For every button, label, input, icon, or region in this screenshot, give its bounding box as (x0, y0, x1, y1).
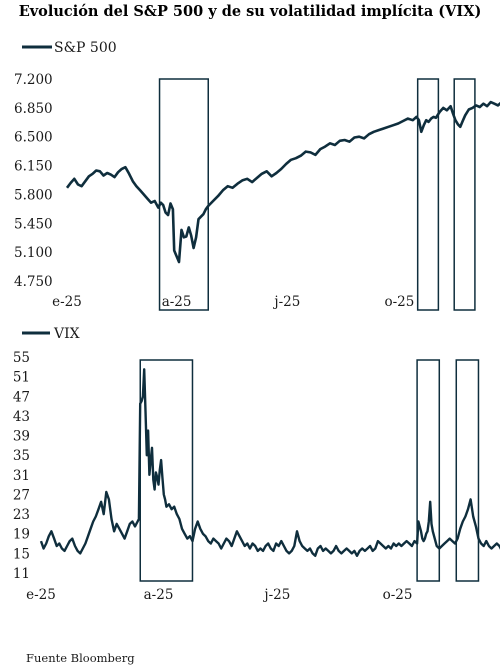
sp-highlight-box (416, 78, 440, 311)
sp-highlight-box (453, 78, 476, 311)
vix-panel: VIX 55 51 47 43 39 35 31 27 23 19 15 11 e-25 a-25 j-2… (13, 326, 500, 603)
sp500-panel: S&P 500 7.200 6.850 6.500 6.150 5.800 5.450 5.… (14, 40, 500, 311)
vix-highlight-box (455, 359, 480, 582)
sp-highlight-box (158, 78, 209, 311)
vix-ytick-label: 43 (13, 409, 30, 425)
vix-series-line (39, 368, 500, 557)
vix-ytick-label: 27 (13, 487, 30, 503)
sp-ytick-label: 4.750 (14, 274, 53, 290)
vix-ytick-label: 15 (13, 546, 30, 562)
vix-ytick-label: 31 (13, 468, 30, 484)
vix-ytick-label: 47 (13, 389, 30, 405)
sp-xtick-label: o-25 (384, 294, 414, 310)
vix-ytick-label: 19 (13, 527, 30, 543)
vix-ytick-label: 35 (13, 448, 30, 464)
sp500-legend-label: S&P 500 (54, 40, 117, 56)
sp-ytick-label: 6.500 (14, 130, 53, 146)
sp-xtick-label: e-25 (52, 294, 82, 310)
vix-ytick-label: 11 (13, 566, 30, 582)
vix-ytick-label: 39 (13, 429, 30, 445)
sp-xtick-label: j-25 (272, 294, 300, 310)
vix-xtick-label: j-25 (262, 587, 290, 603)
sp-ytick-label: 7.200 (14, 72, 53, 88)
vix-legend-label: VIX (53, 326, 80, 342)
vix-xtick-label: a-25 (144, 587, 174, 603)
sp500-series-line (65, 100, 500, 264)
vix-xtick-label: e-25 (26, 587, 56, 603)
sp-xtick-label: a-25 (162, 294, 192, 310)
vix-ytick-label: 23 (13, 507, 30, 523)
source-note: Fuente Bloomberg (26, 651, 135, 665)
sp-ytick-label: 5.800 (14, 187, 53, 203)
sp-ytick-label: 6.150 (14, 159, 53, 175)
vix-ytick-label: 51 (13, 370, 30, 386)
chart-title: Evolución del S&P 500 y de su volatilida… (19, 3, 482, 20)
sp-ytick-label: 5.450 (14, 216, 53, 232)
vix-xtick-label: o-25 (383, 587, 413, 603)
vix-ytick-label: 55 (13, 350, 30, 366)
vix-highlight-box (416, 359, 441, 582)
sp-ytick-label: 6.850 (14, 101, 53, 117)
sp-ytick-label: 5.100 (14, 245, 53, 261)
